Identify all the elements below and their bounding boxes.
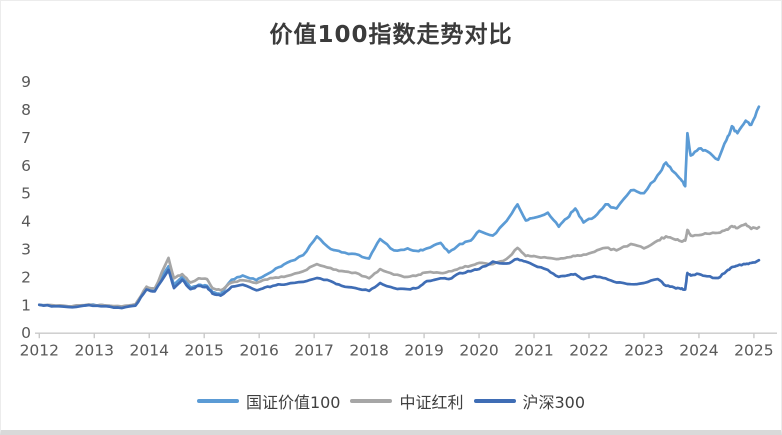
x-tick-label: 2018 xyxy=(349,342,388,360)
y-tick-label: 0 xyxy=(21,324,31,342)
x-tick-label: 2013 xyxy=(75,342,114,360)
chart-title: 价值100指数走势对比 xyxy=(269,22,513,48)
y-tick-label: 1 xyxy=(21,296,31,314)
legend-item-hushen300: 沪深300 xyxy=(473,389,586,413)
chart-plot-area: 2012 2013 2014 2015 2016 2017 2018 2019 2020 2021… xyxy=(20,73,777,360)
x-tick-label: 2019 xyxy=(404,342,443,360)
x-tick-label: 2024 xyxy=(679,342,718,360)
series-line-0 xyxy=(37,105,761,309)
x-tick-label: 2016 xyxy=(239,342,278,360)
y-tick-label: 4 xyxy=(21,213,31,231)
series-line-2 xyxy=(37,257,761,310)
y-tick-label: 3 xyxy=(21,241,31,259)
legend-line-icon xyxy=(350,399,393,403)
legend-item-guozheng-value100: 国证价值100 xyxy=(196,389,341,413)
x-tick-label: 2015 xyxy=(184,342,223,360)
legend-item-zhongzheng-dividend: 中证红利 xyxy=(350,389,464,413)
chart-legend: 国证价值100 中证红利 沪深300 xyxy=(1,389,781,413)
series-line-1 xyxy=(37,222,761,308)
x-tick-label: 2021 xyxy=(514,342,553,360)
legend-line-icon xyxy=(196,399,239,403)
y-tick-label: 2 xyxy=(21,268,31,286)
legend-label: 沪深300 xyxy=(522,393,586,412)
y-tick-label: 7 xyxy=(21,129,31,147)
legend-line-icon xyxy=(473,399,516,403)
x-tick-label: 2012 xyxy=(20,342,59,360)
x-tick-label: 2022 xyxy=(569,342,608,360)
x-tick-label: 2023 xyxy=(624,342,663,360)
y-tick-label: 9 xyxy=(21,73,31,91)
legend-label: 中证红利 xyxy=(399,393,464,412)
x-tick-label: 2014 xyxy=(130,342,169,360)
y-tick-label: 5 xyxy=(21,185,31,203)
x-tick-label: 2025 xyxy=(734,342,773,360)
y-tick-label: 6 xyxy=(21,157,31,175)
x-tick-label: 2020 xyxy=(459,342,498,360)
y-tick-label: 8 xyxy=(21,101,31,119)
x-tick-label: 2017 xyxy=(294,342,333,360)
legend-label: 国证价值100 xyxy=(245,393,341,412)
